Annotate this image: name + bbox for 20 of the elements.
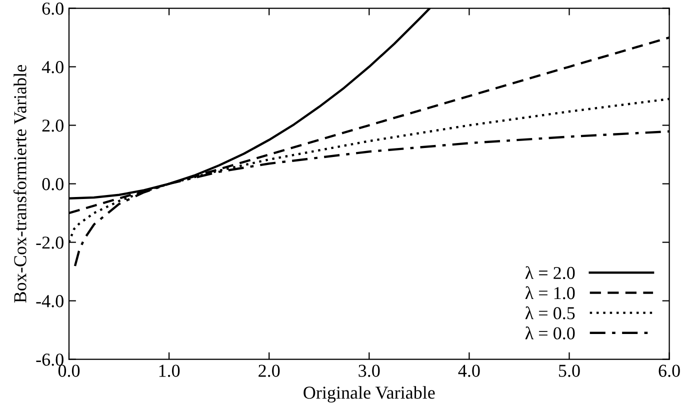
y-tick-label: 0.0 bbox=[42, 178, 64, 190]
legend-label: λ = 0.5 bbox=[525, 306, 575, 320]
x-tick-label: 3.0 bbox=[358, 364, 380, 377]
x-tick-label: 0.0 bbox=[58, 364, 80, 377]
y-tick-label: 4.0 bbox=[42, 61, 64, 74]
x-tick-label: 5.0 bbox=[559, 364, 580, 377]
y-tick-label: -2.0 bbox=[36, 236, 64, 249]
x-tick-label: 2.0 bbox=[258, 364, 280, 377]
x-tick-label: 4.0 bbox=[458, 364, 480, 377]
x-tick-label: 6.0 bbox=[658, 364, 680, 377]
y-tick-label: 6.0 bbox=[42, 2, 64, 15]
legend-label: λ = 1.0 bbox=[525, 286, 575, 300]
y-tick-label: 2.0 bbox=[42, 120, 64, 132]
legend-label: λ = 0.0 bbox=[525, 326, 575, 340]
y-tick-label: -6.0 bbox=[36, 354, 64, 366]
y-axis-title: Box-Cox-transformierte Variable bbox=[13, 64, 26, 303]
legend-label: λ = 2.0 bbox=[525, 266, 575, 280]
x-axis-title: Originale Variable bbox=[304, 386, 435, 403]
y-tick-label: -4.0 bbox=[36, 295, 64, 308]
x-tick-label: 1.0 bbox=[159, 364, 180, 377]
